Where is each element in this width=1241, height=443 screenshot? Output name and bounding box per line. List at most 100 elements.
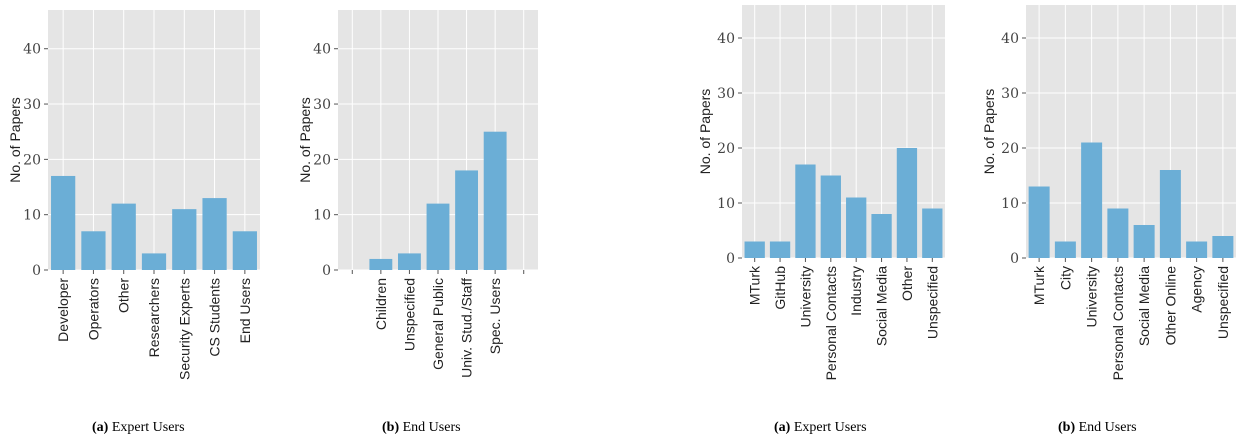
x-tick-label: Social Media	[1136, 266, 1152, 346]
y-tick-label: 20	[23, 152, 41, 168]
y-tick-label: 30	[23, 97, 41, 113]
plot-area	[1026, 5, 1236, 258]
x-tick-label: Spec. Users	[487, 278, 503, 354]
caption-text: End Users	[402, 420, 461, 435]
y-tick-label: 30	[313, 97, 331, 113]
x-tick-label: Personal Contacts	[1110, 266, 1126, 380]
chart-end-users-recruitment: 0 10 20 30 40 MTurk City University Personal Con…	[962, 0, 1241, 415]
bar	[141, 253, 167, 270]
bar	[1159, 170, 1181, 258]
bar	[1081, 142, 1103, 258]
chart-svg: 0 10 20 30 40 Children Unspecified General Publ…	[297, 10, 538, 378]
bar	[871, 214, 892, 258]
bar	[846, 197, 867, 258]
x-tick-label: Univ. Stud./Staff	[459, 278, 475, 378]
bar	[795, 164, 816, 258]
caption-3: (b) End Users	[1058, 420, 1137, 436]
x-tick-label: Researchers	[146, 278, 162, 357]
caption-0: (a) Expert Users	[92, 420, 185, 436]
bar	[1186, 241, 1208, 258]
y-tick-label: 20	[717, 141, 735, 157]
caption-label: (b)	[1058, 420, 1076, 435]
chart-svg: 0 10 20 30 40 Developer Operators Other Research…	[7, 10, 260, 380]
x-tick-label: Industry	[848, 266, 864, 316]
bar	[172, 209, 197, 270]
chart-svg: 0 10 20 30 40 MTurk City University Personal Con…	[981, 5, 1236, 380]
caption-text: Expert Users	[111, 420, 185, 435]
x-tick-label: Other	[899, 266, 915, 301]
chart-expert-users-roles: 0 10 20 30 40 Developer Operators Other Research…	[0, 0, 270, 415]
x-tick-label: Agency	[1189, 266, 1205, 313]
bar	[369, 258, 393, 270]
x-tick-label: City	[1057, 266, 1073, 290]
bar	[1133, 225, 1155, 258]
y-tick-label: 40	[23, 42, 41, 58]
y-tick-label: 0	[726, 251, 735, 267]
x-tick-label: University	[797, 266, 813, 327]
chart-expert-users-recruitment: 0 10 20 30 40 MTurk GitHub University Personal C…	[680, 0, 950, 415]
caption-label: (a)	[92, 420, 109, 435]
bar	[202, 198, 227, 270]
chart-end-users-roles: 0 10 20 30 40 Children Unspecified General Publ…	[290, 0, 550, 415]
bar	[398, 253, 421, 270]
y-tick-label: 0	[32, 263, 41, 279]
bar	[455, 170, 478, 270]
caption-label: (b)	[382, 420, 400, 435]
y-tick-label: 10	[1001, 196, 1019, 212]
x-tick-label: Personal Contacts	[823, 266, 839, 380]
x-tick-label: Social Media	[874, 266, 890, 346]
x-tick-label: GitHub	[772, 266, 788, 310]
caption-text: Expert Users	[793, 420, 867, 435]
bar	[1212, 236, 1234, 258]
x-tick-label: MTurk	[1031, 265, 1047, 305]
bar	[81, 231, 106, 270]
x-tick-label: CS Students	[207, 278, 223, 357]
y-tick-label: 0	[1010, 251, 1019, 267]
y-axis-label: No. of Papers	[7, 97, 23, 183]
bar	[922, 208, 943, 258]
y-tick-label: 30	[1001, 86, 1019, 102]
bar	[232, 231, 257, 270]
x-tick-label: Security Experts	[176, 278, 192, 380]
y-tick-label: 40	[313, 42, 331, 58]
x-tick-label: MTurk	[747, 265, 763, 305]
bar	[1107, 208, 1129, 258]
y-tick-label: 10	[717, 196, 735, 212]
y-axis-label: No. of Papers	[297, 97, 313, 183]
y-tick-label: 30	[717, 86, 735, 102]
y-tick-label: 10	[23, 208, 41, 224]
bar	[1054, 241, 1076, 258]
bar	[111, 203, 136, 270]
bar	[1028, 186, 1050, 258]
y-axis-label: No. of Papers	[981, 89, 997, 175]
x-tick-label: University	[1084, 266, 1100, 327]
y-tick-label: 10	[313, 208, 331, 224]
bar	[51, 175, 76, 270]
bar	[426, 203, 450, 270]
x-tick-label: Operators	[85, 278, 101, 340]
y-tick-label: 20	[313, 152, 331, 168]
x-tick-label: Developer	[55, 278, 71, 342]
caption-label: (a)	[774, 420, 791, 435]
x-tick-label: Unspecified	[1215, 266, 1231, 339]
y-tick-label: 40	[717, 31, 735, 47]
x-tick-label: Children	[373, 278, 389, 330]
y-tick-label: 0	[322, 263, 331, 279]
bar	[483, 131, 507, 270]
caption-2: (a) Expert Users	[774, 420, 867, 436]
bar	[744, 241, 765, 258]
chart-svg: 0 10 20 30 40 MTurk GitHub University Personal C…	[697, 5, 945, 380]
x-tick-label: End Users	[237, 278, 253, 343]
caption-1: (b) End Users	[382, 420, 461, 436]
y-tick-label: 40	[1001, 31, 1019, 47]
y-axis-label: No. of Papers	[697, 89, 713, 175]
x-tick-label: Unspecified	[924, 266, 940, 339]
x-tick-label: General Public	[430, 278, 446, 370]
bar	[896, 148, 918, 258]
bar	[769, 241, 791, 258]
x-tick-label: Other Online	[1162, 266, 1178, 346]
caption-text: End Users	[1078, 420, 1137, 435]
y-tick-label: 20	[1001, 141, 1019, 157]
x-tick-label: Unspecified	[401, 278, 417, 351]
bar	[820, 175, 841, 258]
